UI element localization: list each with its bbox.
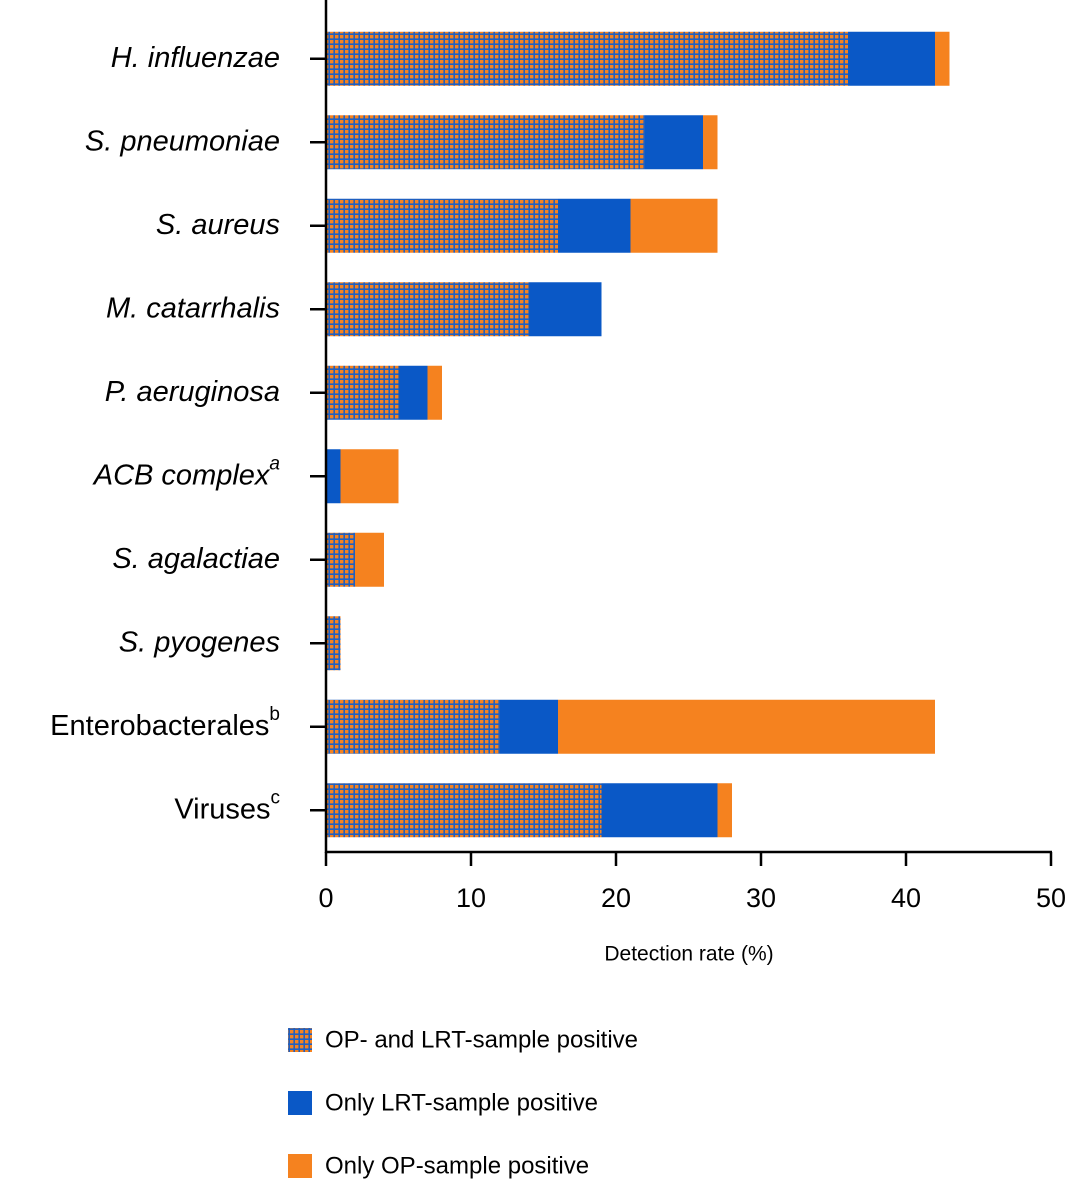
- y-tick-label: Enterobacteralesb: [50, 704, 280, 742]
- bar-segment: [326, 365, 399, 420]
- category-name: H. influenzae: [111, 41, 280, 73]
- legend-label: OP- and LRT-sample positive: [325, 1026, 638, 1053]
- bar-segment: [340, 449, 399, 504]
- bar-segment: [326, 783, 602, 838]
- bar-segment: [427, 365, 442, 420]
- category-name: Enterobacterales: [50, 709, 269, 741]
- bar-segment: [558, 699, 935, 754]
- legend-swatch: [288, 1028, 312, 1052]
- category-name: P. aeruginosa: [105, 375, 280, 407]
- y-tick-label: H. influenzae: [111, 41, 280, 73]
- y-tick-label: S. aureus: [156, 208, 280, 240]
- bar-segment: [717, 783, 732, 838]
- x-tick-label: 30: [746, 883, 776, 913]
- bar-segment: [326, 699, 500, 754]
- bar-segment: [558, 198, 631, 253]
- bar-segment: [645, 115, 703, 170]
- bar-segment: [703, 115, 718, 170]
- x-tick-label: 10: [456, 883, 486, 913]
- x-axis-title: Detection rate (%): [604, 943, 773, 966]
- bar-segment: [326, 282, 529, 337]
- category-note: b: [269, 704, 280, 725]
- bar-segment: [326, 532, 355, 587]
- legend-label: Only LRT-sample positive: [325, 1089, 598, 1116]
- legend-swatch: [288, 1091, 312, 1115]
- bar-segment: [326, 449, 341, 504]
- bar-segment: [326, 198, 558, 253]
- bar-segment: [500, 699, 558, 754]
- legend-swatch: [288, 1154, 312, 1178]
- category-note: a: [269, 453, 280, 474]
- y-tick-label: S. pneumoniae: [85, 125, 280, 157]
- bar-segment: [355, 532, 384, 587]
- bar-segment: [326, 31, 848, 86]
- bar-segment: [326, 115, 645, 170]
- y-tick-label: ACB complexa: [92, 453, 280, 491]
- category-name: Viruses: [174, 793, 270, 825]
- category-name: M. catarrhalis: [106, 292, 280, 324]
- category-name: S. aureus: [156, 208, 280, 240]
- y-tick-label: S. pyogenes: [119, 626, 280, 658]
- bar-segment: [529, 282, 602, 337]
- y-tick-label: P. aeruginosa: [105, 375, 280, 407]
- category-note: c: [271, 787, 281, 808]
- x-tick-label: 20: [601, 883, 631, 913]
- bar-segment: [326, 616, 341, 671]
- y-tick-label: M. catarrhalis: [106, 292, 280, 324]
- category-name: S. pyogenes: [119, 626, 280, 658]
- bar-segment: [848, 31, 935, 86]
- bar-segment: [630, 198, 718, 253]
- x-tick-label: 40: [891, 883, 921, 913]
- category-name: S. pneumoniae: [85, 125, 280, 157]
- y-tick-label: S. agalactiae: [112, 542, 280, 574]
- bar-segment: [935, 31, 950, 86]
- category-name: ACB complex: [92, 459, 271, 491]
- y-tick-label: Virusesc: [174, 787, 280, 825]
- x-tick-label: 50: [1036, 883, 1066, 913]
- category-name: S. agalactiae: [112, 542, 280, 574]
- x-tick-label: 0: [318, 883, 333, 913]
- bar-segment: [601, 783, 718, 838]
- legend-label: Only OP-sample positive: [325, 1152, 589, 1179]
- bar-segment: [398, 365, 428, 420]
